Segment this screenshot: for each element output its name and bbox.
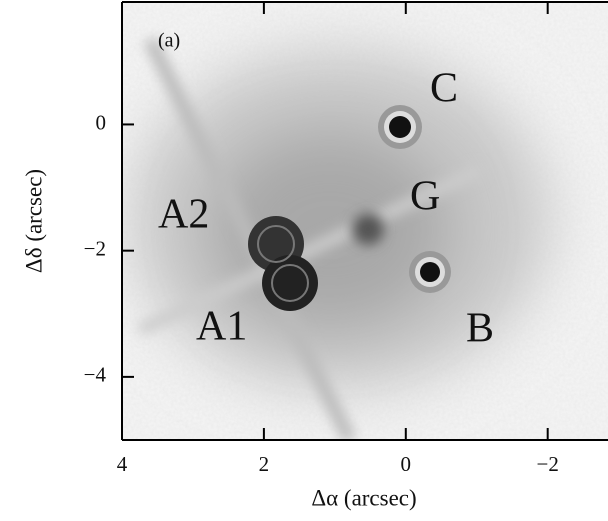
diffraction-spike	[137, 164, 483, 336]
panel-label: (a)	[158, 30, 180, 52]
image-label: B	[466, 306, 494, 352]
image-a1	[262, 255, 318, 311]
image-b	[420, 262, 440, 282]
image-label: A1	[196, 304, 247, 350]
frame	[121, 1, 608, 441]
x-tick-label: −2	[537, 452, 559, 476]
image-label: C	[430, 66, 458, 112]
y-tick-label: 0	[96, 110, 107, 134]
sky-image	[122, 2, 608, 440]
image-a2-ring	[257, 225, 295, 263]
y-axis-label: Δδ (arcsec)	[21, 169, 46, 273]
image-label: A2	[158, 192, 209, 238]
image-a1-ring	[271, 264, 309, 302]
image-label: G	[410, 174, 440, 220]
galaxy-g	[352, 213, 384, 245]
y-tick-label: −4	[84, 363, 107, 387]
x-axis-label: Δα (arcsec)	[311, 485, 416, 510]
y-tick-label: −2	[84, 236, 106, 260]
x-tick-label: 4	[117, 452, 128, 476]
x-tick-label: 2	[259, 452, 270, 476]
image-c	[389, 116, 411, 138]
x-tick-label: 0	[401, 452, 412, 476]
